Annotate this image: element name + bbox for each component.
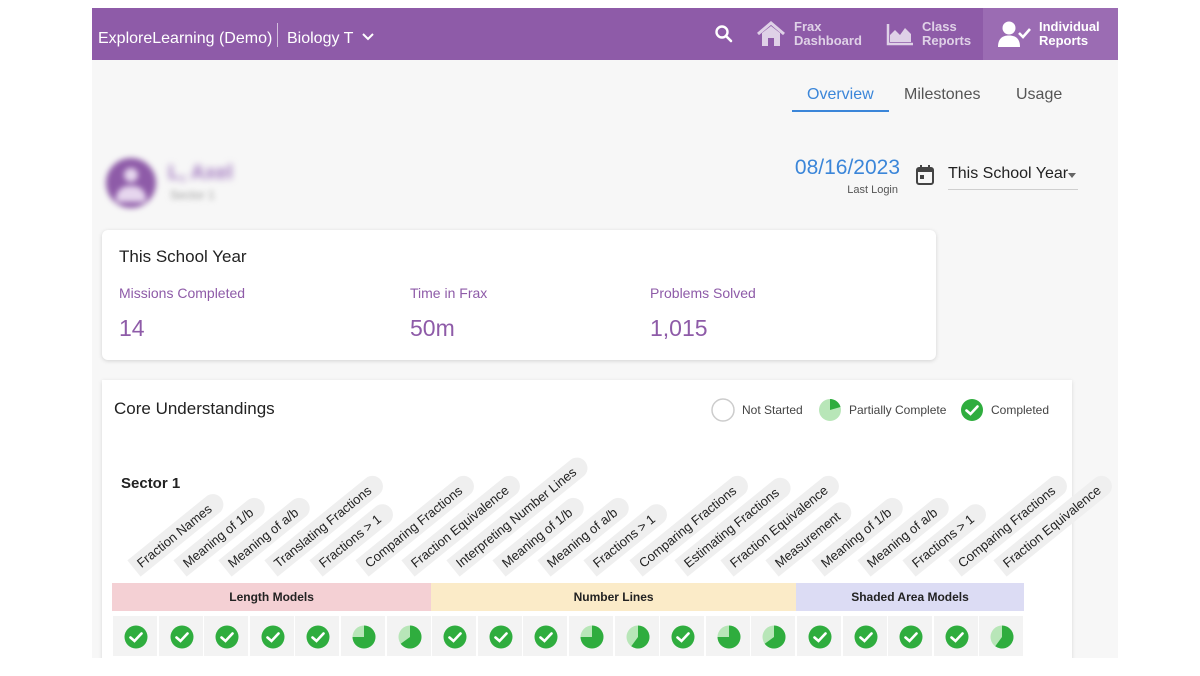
stat-value: 1,015 bbox=[650, 315, 708, 341]
skill-status-cell[interactable] bbox=[979, 616, 1024, 656]
skill-status-cell[interactable] bbox=[888, 616, 933, 656]
skill-status-cell[interactable] bbox=[797, 616, 841, 656]
skill-status-cell[interactable] bbox=[660, 616, 705, 656]
brand-name: ExploreLearning (Demo) bbox=[98, 30, 273, 47]
class-selector[interactable]: Biology T bbox=[287, 8, 374, 60]
checkmark-circle-icon bbox=[534, 625, 558, 649]
stat-label: Problems Solved bbox=[650, 285, 756, 301]
partial-progress-icon bbox=[352, 625, 376, 649]
checkmark-circle-icon bbox=[899, 625, 923, 649]
partial-progress-icon bbox=[626, 625, 650, 649]
partial-progress-icon bbox=[580, 625, 604, 649]
legend-label: Not Started bbox=[742, 403, 803, 417]
header-divider bbox=[277, 23, 278, 47]
stat-problems-solved: Problems Solved 1,015 bbox=[650, 285, 756, 342]
checkmark-circle-icon bbox=[261, 625, 285, 649]
last-login-label: Last Login bbox=[847, 184, 898, 196]
skill-status-cell[interactable] bbox=[113, 616, 157, 656]
checkmark-circle-icon bbox=[808, 625, 832, 649]
checkmark-circle-icon bbox=[124, 625, 148, 649]
skill-status-cell[interactable] bbox=[295, 616, 340, 656]
tab-usage[interactable]: Usage bbox=[1016, 86, 1063, 103]
app-window: ExploreLearning (Demo) Biology T Frax Da… bbox=[92, 8, 1118, 658]
search-icon[interactable] bbox=[714, 24, 734, 44]
stat-value: 14 bbox=[119, 315, 145, 341]
checkmark-circle-icon bbox=[489, 625, 513, 649]
legend-partially-complete: Partially Complete bbox=[818, 398, 946, 422]
top-navigation-bar: ExploreLearning (Demo) Biology T Frax Da… bbox=[92, 8, 1118, 60]
skill-status-cell[interactable] bbox=[933, 616, 978, 656]
frax-dashboard-nav[interactable]: Frax Dashboard bbox=[756, 8, 864, 60]
core-understandings-card: Core Understandings Not Started Partiall… bbox=[102, 380, 1117, 658]
individual-reports-nav[interactable]: Individual Reports bbox=[983, 8, 1118, 60]
checkmark-circle-icon bbox=[854, 625, 878, 649]
checkmark-circle-icon bbox=[671, 625, 695, 649]
caret-down-icon bbox=[1068, 173, 1076, 178]
not-started-icon bbox=[711, 398, 735, 422]
summary-title: This School Year bbox=[119, 247, 247, 266]
summary-card: This School Year Missions Completed 14 T… bbox=[102, 230, 936, 360]
stat-label: Time in Frax bbox=[410, 285, 488, 301]
checkmark-circle-icon bbox=[443, 625, 467, 649]
skill-status-cell[interactable] bbox=[569, 616, 613, 656]
area-chart-icon bbox=[886, 24, 913, 46]
legend-completed: Completed bbox=[960, 398, 1049, 422]
partial-progress-icon bbox=[717, 625, 741, 649]
active-tab-indicator bbox=[792, 110, 889, 112]
tab-milestones[interactable]: Milestones bbox=[904, 86, 981, 103]
date-range-value: This School Year bbox=[948, 165, 1069, 182]
student-sector: Sector 1 bbox=[170, 188, 215, 202]
checkmark-circle-icon bbox=[961, 399, 983, 421]
skill-status-cell[interactable] bbox=[614, 616, 659, 656]
user-check-icon bbox=[998, 21, 1031, 47]
house-icon bbox=[757, 21, 785, 46]
class-reports-nav[interactable]: Class Reports bbox=[886, 8, 992, 60]
skill-status-cell[interactable] bbox=[432, 616, 477, 656]
stat-value: 50m bbox=[410, 315, 455, 341]
skill-status-cell[interactable] bbox=[249, 616, 294, 656]
skill-status-cell[interactable] bbox=[523, 616, 568, 656]
skill-group-band: Shaded Area Models bbox=[796, 583, 1024, 611]
tab-overview[interactable]: Overview bbox=[807, 86, 874, 103]
partial-progress-icon bbox=[819, 399, 841, 421]
skill-status-cell[interactable] bbox=[705, 616, 750, 656]
partial-progress-icon bbox=[398, 625, 422, 649]
stat-label: Missions Completed bbox=[119, 285, 246, 301]
calendar-icon[interactable] bbox=[916, 165, 934, 185]
individual-reports-label: Individual Reports bbox=[1039, 19, 1100, 48]
partial-progress-icon bbox=[990, 625, 1014, 649]
avatar bbox=[106, 158, 156, 208]
skill-status-cell[interactable] bbox=[204, 616, 249, 656]
skill-status-cell[interactable] bbox=[386, 616, 431, 656]
stat-missions-completed: Missions Completed 14 bbox=[119, 285, 245, 342]
checkmark-circle-icon bbox=[945, 625, 969, 649]
skill-group-band: Number Lines bbox=[431, 583, 796, 611]
partial-progress-icon bbox=[762, 625, 786, 649]
checkmark-circle-icon bbox=[170, 625, 194, 649]
skill-status-cell[interactable] bbox=[751, 616, 796, 656]
checkmark-circle-icon bbox=[306, 625, 330, 649]
sector-title: Sector 1 bbox=[121, 475, 181, 492]
skill-status-cell[interactable] bbox=[158, 616, 203, 656]
chevron-down-icon bbox=[361, 33, 374, 41]
stat-time-in-frax: Time in Frax 50m bbox=[410, 285, 487, 342]
skill-group-band: Length Models bbox=[112, 583, 432, 611]
skill-status-cell[interactable] bbox=[477, 616, 522, 656]
legend-not-started: Not Started bbox=[711, 398, 803, 422]
class-reports-label: Class Reports bbox=[922, 19, 972, 48]
frax-dashboard-label: Frax Dashboard bbox=[794, 19, 862, 48]
class-selector-label: Biology T bbox=[287, 30, 354, 47]
legend-label: Completed bbox=[991, 403, 1050, 417]
legend-label: Partially Complete bbox=[849, 403, 947, 417]
core-understandings-title: Core Understandings bbox=[114, 399, 275, 418]
checkmark-circle-icon bbox=[215, 625, 239, 649]
date-range-select[interactable]: This School Year bbox=[948, 165, 1078, 190]
student-name: L, Axel bbox=[168, 162, 233, 184]
skill-status-cell[interactable] bbox=[842, 616, 887, 656]
skill-status-cell[interactable] bbox=[341, 616, 385, 656]
last-login-date: 08/16/2023 bbox=[794, 156, 900, 179]
